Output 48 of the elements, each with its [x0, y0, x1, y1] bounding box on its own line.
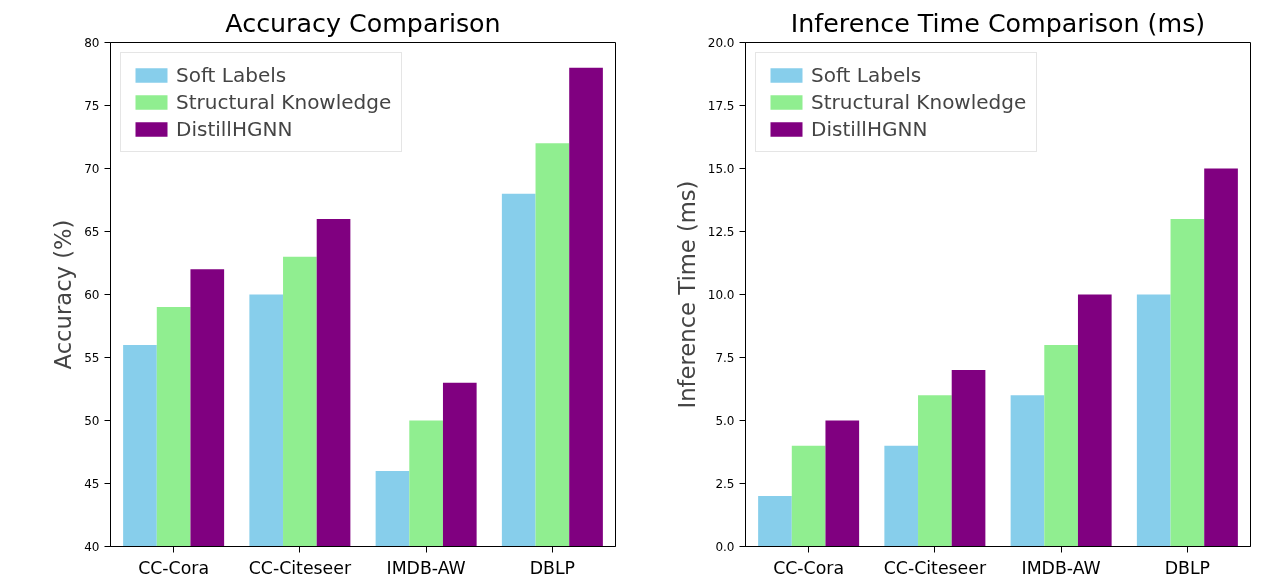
- legend-label: DistillHGNN: [811, 117, 928, 141]
- bar: [1010, 395, 1045, 547]
- legend-label: Structural Knowledge: [811, 90, 1027, 114]
- chart-title: Inference Time Comparison (ms): [790, 7, 1206, 38]
- y-tick-label: 70: [84, 162, 100, 176]
- legend-label: Structural Knowledge: [176, 90, 392, 114]
- y-tick-label: 12.5: [707, 225, 735, 239]
- y-tick-label: 60: [84, 288, 100, 302]
- bar: [1044, 344, 1078, 547]
- y-tick-label: 10.0: [707, 288, 735, 302]
- x-tick-label: CC-Citeseer: [883, 557, 987, 578]
- y-tick-label: 17.5: [707, 99, 735, 113]
- y-tick-label: 7.5: [715, 351, 735, 365]
- bar: [758, 496, 792, 547]
- y-tick-label: 2.5: [715, 477, 735, 491]
- y-tick-label: 80: [84, 36, 100, 50]
- y-tick-label: 15.0: [707, 162, 735, 176]
- bar: [1204, 168, 1238, 547]
- x-tick-label: CC-Citeseer: [248, 557, 352, 578]
- y-tick-label: 0.0: [715, 540, 735, 554]
- legend-label: Soft Labels: [811, 63, 922, 87]
- y-tick-label: 20.0: [707, 36, 735, 50]
- x-tick-label: CC-Cora: [138, 557, 210, 578]
- y-tick-label: 40: [84, 540, 100, 554]
- bar: [1136, 294, 1171, 547]
- x-tick-label: IMDB-AW: [386, 557, 466, 578]
- chart-title: Accuracy Comparison: [225, 7, 501, 38]
- x-tick-label: DBLP: [1164, 557, 1211, 578]
- bar: [791, 445, 826, 547]
- bar: [1077, 294, 1112, 547]
- y-tick-label: 55: [84, 351, 100, 365]
- y-tick-label: 65: [84, 225, 100, 239]
- x-tick-label: DBLP: [529, 557, 576, 578]
- y-axis-title: Accuracy (%): [50, 219, 77, 370]
- y-tick-label: 5.0: [715, 414, 735, 428]
- bar: [884, 445, 919, 547]
- y-tick-label: 50: [84, 414, 100, 428]
- bar: [1170, 218, 1205, 547]
- legend-label: DistillHGNN: [176, 117, 293, 141]
- y-tick-label: 75: [84, 99, 100, 113]
- x-tick-label: CC-Cora: [773, 557, 845, 578]
- x-tick-label: IMDB-AW: [1021, 557, 1101, 578]
- y-tick-label: 45: [84, 477, 100, 491]
- y-axis-title: Inference Time (ms): [673, 180, 700, 409]
- bar: [825, 420, 860, 547]
- legend-label: Soft Labels: [176, 63, 287, 87]
- bar: [918, 395, 952, 547]
- bar: [951, 370, 986, 547]
